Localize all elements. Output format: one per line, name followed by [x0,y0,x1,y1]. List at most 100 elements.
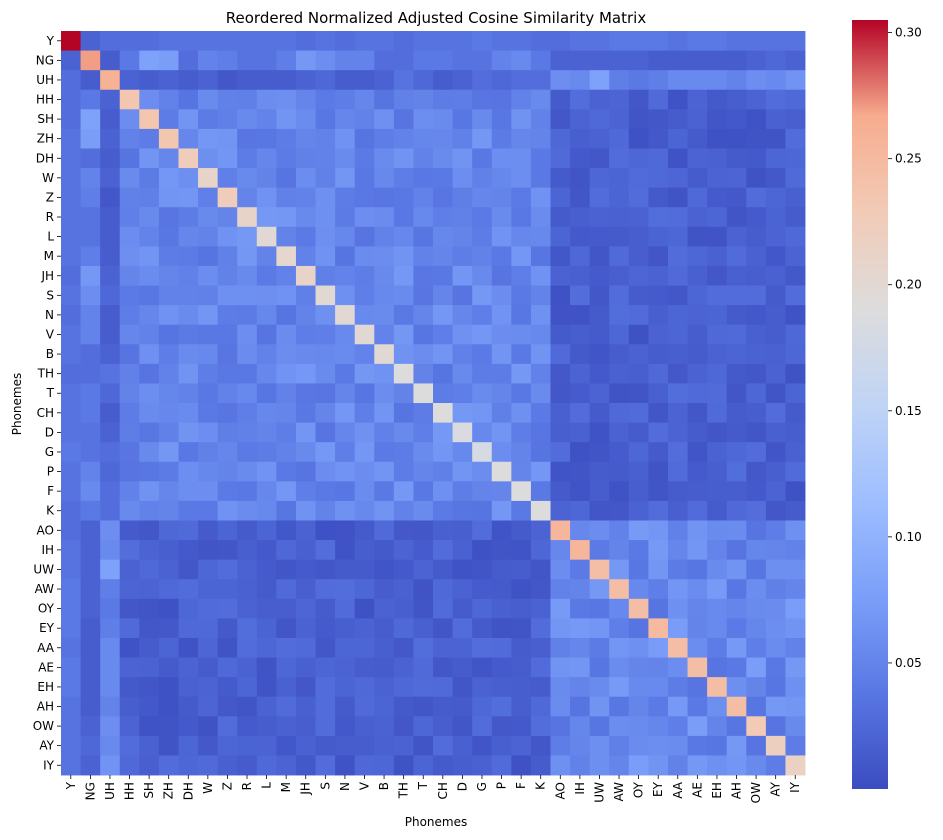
heatmap-cell-Z-SH [139,187,160,208]
heatmap-cell-EY-JH [295,618,316,639]
heatmap-cell-L-UW [589,226,610,247]
heatmap-cell-IY-Y [61,755,81,776]
heatmap-cell-UH-AH [726,70,747,91]
heatmap-cell-R-AH [726,207,747,228]
heatmap-cell-SH-L [256,109,277,130]
heatmap-cell-V-K [530,324,551,345]
heatmap-cell-AW-DH [178,579,199,600]
heatmap-cell-D-N [335,422,356,443]
heatmap-cell-JH-UH [100,265,121,286]
heatmap-cell-AO-EY [648,520,669,541]
heatmap-cell-ZH-N [335,128,356,149]
heatmap-cell-N-EY [648,305,669,326]
heatmap-cell-Z-W [198,187,219,208]
heatmap-cell-EY-SH [139,618,160,639]
heatmap-cell-HH-T [413,89,434,110]
heatmap-cell-V-AO [550,324,571,345]
heatmap-cell-AY-G [472,735,493,756]
heatmap-cell-W-IY [785,168,806,189]
heatmap-cell-NG-W [198,50,219,71]
y-tick-label: UH [36,73,54,87]
heatmap-cell-P-OW [746,461,767,482]
heatmap-cell-AY-DH [178,735,199,756]
x-tick-label: T [416,781,430,790]
heatmap-cell-L-OY [628,226,649,247]
heatmap-cell-OY-UH [100,598,121,619]
heatmap-cell-AH-AH [726,696,747,717]
heatmap-cells [61,31,806,776]
colorbar-tick-label: 0.30 [895,26,922,40]
heatmap-cell-NG-N [335,50,356,71]
heatmap-cell-M-NG [80,246,101,267]
heatmap-cell-AW-Y [61,579,81,600]
heatmap-cell-R-B [374,207,395,228]
heatmap-cell-N-AO [550,305,571,326]
heatmap-cell-P-AO [550,461,571,482]
heatmap-cell-AO-UH [100,520,121,541]
heatmap-cell-D-OY [628,422,649,443]
heatmap-cell-R-AE [687,207,708,228]
heatmap-cell-AY-EY [648,735,669,756]
heatmap-cell-S-N [335,285,356,306]
heatmap-cell-EY-CH [433,618,453,639]
heatmap-cell-R-F [511,207,532,228]
heatmap-cell-UW-AW [609,559,630,580]
heatmap-cell-AW-M [276,579,297,600]
heatmap-cell-B-IH [570,344,591,365]
heatmap-cell-P-D [452,461,473,482]
heatmap-cell-HH-P [491,89,512,110]
heatmap-cell-M-JH [295,246,316,267]
heatmap-cell-CH-S [315,403,336,423]
heatmap-cell-AW-AA [667,579,688,600]
heatmap-cell-R-AW [609,207,630,228]
heatmap-cell-HH-G [472,89,493,110]
x-tick-label: HH [123,782,137,800]
x-tick-label: W [201,782,215,794]
heatmap-cell-OW-SH [139,716,160,737]
heatmap-cell-AA-TH [393,637,414,658]
heatmap-cell-SH-JH [295,109,316,130]
heatmap-cell-EH-L [256,677,277,698]
heatmap-cell-K-IY [785,500,806,521]
heatmap-cell-L-AA [667,226,688,247]
heatmap-cell-OW-S [315,716,336,737]
heatmap-cell-TH-EH [707,363,728,384]
heatmap-cell-Y-AE [687,31,708,51]
heatmap-cell-UH-AE [687,70,708,91]
heatmap-cell-AE-OW [746,657,767,678]
heatmap-cell-ZH-IY [785,128,806,149]
heatmap-cell-AH-IH [570,696,591,717]
heatmap-cell-Z-K [530,187,551,208]
heatmap-cell-R-W [198,207,219,228]
heatmap-cell-JH-AA [667,265,688,286]
heatmap-cell-IY-DH [178,755,199,776]
heatmap-cell-Y-AY [765,31,786,51]
heatmap-cell-HH-OW [746,89,767,110]
heatmap-cell-OY-OY [628,598,649,619]
heatmap-cell-EH-AH [726,677,747,698]
heatmap-cell-JH-T [413,265,434,286]
heatmap-cell-W-AH [726,168,747,189]
heatmap-cell-F-IH [570,481,591,502]
heatmap-cell-NG-T [413,50,434,71]
heatmap-cell-B-AY [765,344,786,365]
heatmap-cell-EH-AW [609,677,630,698]
heatmap-cell-K-L [256,500,277,521]
heatmap-cell-V-OY [628,324,649,345]
heatmap-cell-NG-OY [628,50,649,71]
heatmap-cell-S-W [198,285,219,306]
heatmap-cell-K-B [374,500,395,521]
heatmap-cell-JH-IH [570,265,591,286]
heatmap-cell-UW-CH [433,559,453,580]
heatmap-cell-EH-AO [550,677,571,698]
heatmap-cell-HH-UH [100,89,121,110]
heatmap-cell-R-UH [100,207,121,228]
heatmap-cell-AA-AY [765,637,786,658]
heatmap-cell-UH-F [511,70,532,91]
heatmap-cell-AE-AH [726,657,747,678]
heatmap-cell-UW-ZH [158,559,179,580]
heatmap-cell-Y-TH [393,31,414,51]
heatmap-cell-R-P [491,207,512,228]
heatmap-cell-D-IH [570,422,591,443]
x-tick-label: F [514,782,528,789]
